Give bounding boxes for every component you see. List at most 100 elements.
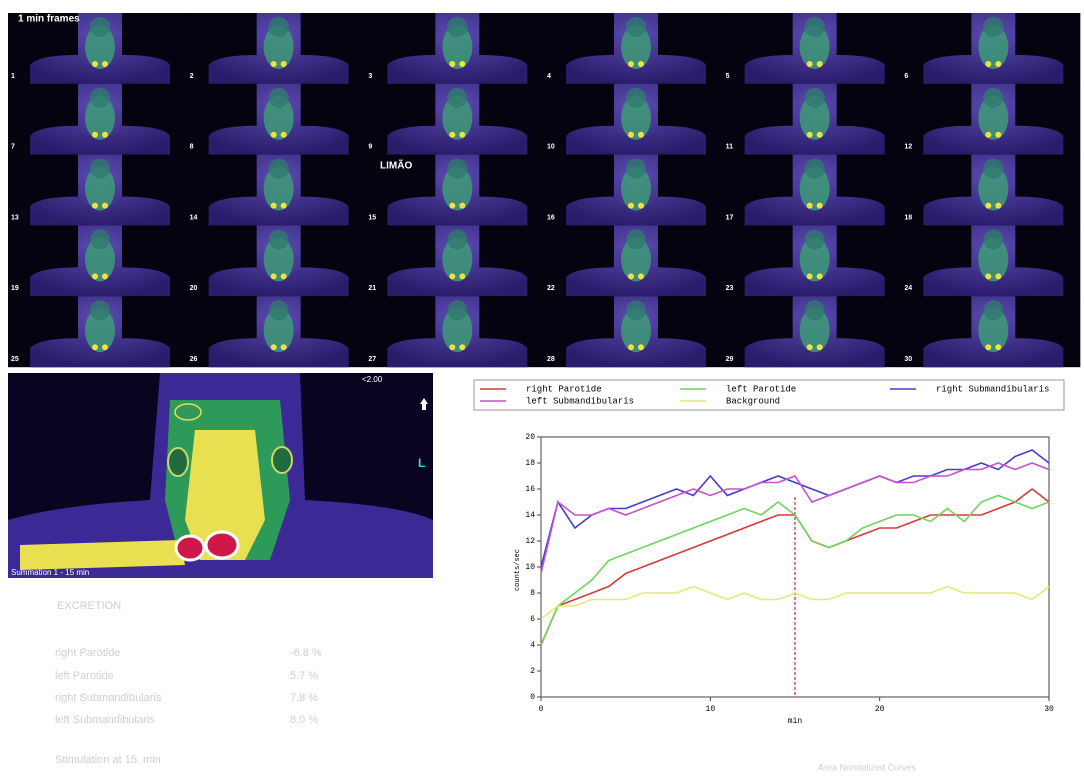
report: 1234567891011121314151617181920212223242… (0, 0, 1084, 776)
frame-image (723, 225, 902, 296)
y-tick-label: 10 (525, 563, 535, 572)
legend-label: right Parotide (526, 384, 602, 394)
legend-label: left Submandibularis (526, 396, 634, 406)
frame-number: 5 (726, 73, 730, 80)
row-value: 7.8 % (290, 692, 318, 704)
frame-image (544, 13, 723, 84)
excretion-title: EXCRETION (57, 600, 121, 612)
row-label: right Submandibularis (55, 692, 162, 704)
frame-image (365, 84, 544, 155)
frame-image (901, 225, 1080, 296)
frame-number: 28 (547, 356, 555, 363)
x-axis-label: min (788, 717, 803, 726)
frame-number: 1 (11, 73, 15, 80)
row-value: 5.7 % (290, 670, 318, 682)
frame-image (723, 296, 902, 367)
frame-image (901, 84, 1080, 155)
scale-label: <2.00 (362, 375, 383, 384)
y-tick-label: 12 (525, 537, 535, 546)
frame-image (8, 225, 187, 296)
y-tick-label: 14 (525, 511, 535, 520)
frame-number: 4 (547, 73, 551, 80)
y-tick-label: 4 (530, 641, 535, 650)
frame-image (544, 225, 723, 296)
x-tick-label: 20 (875, 705, 885, 714)
frame-image (8, 84, 187, 155)
x-tick-label: 0 (539, 705, 544, 714)
frame-number: 16 (547, 214, 555, 221)
frame-image (365, 13, 544, 84)
frame-number: 12 (904, 144, 912, 151)
frame-image (8, 155, 187, 226)
frame-number: 25 (11, 356, 19, 363)
frame-number: 3 (368, 73, 372, 80)
x-tick-label: 10 (706, 705, 716, 714)
frame-image (187, 155, 366, 226)
frame-number: 20 (190, 285, 198, 292)
frame-number: 24 (904, 285, 912, 292)
row-label: left Parotide (55, 670, 114, 682)
chart-title: Area Normalized Curves (818, 762, 917, 772)
row-label: left Submandibularis (55, 714, 155, 726)
y-tick-label: 8 (530, 589, 535, 598)
frame-number: 7 (11, 144, 15, 151)
y-axis-label: counts/sec (514, 549, 522, 591)
chart: 0 2 4 6 8 10 12 14 16 18 20 0 10 20 30 min counts/sec rig… (480, 384, 1054, 726)
frame-number: 27 (368, 356, 376, 363)
summation-caption: Summation 1 - 15 min (11, 568, 89, 577)
frame-number: 10 (547, 144, 555, 151)
frame-number: 6 (904, 73, 908, 80)
legend-label: right Submandibularis (936, 384, 1049, 394)
frame-number: 21 (368, 285, 376, 292)
frame-number: 30 (904, 356, 912, 363)
legend-label: Background (726, 396, 780, 406)
frame-number: 26 (190, 356, 198, 363)
frame-image (544, 296, 723, 367)
frame-number: 29 (726, 356, 734, 363)
frame-number: 17 (726, 214, 734, 221)
frame-image (365, 225, 544, 296)
y-tick-label: 20 (525, 433, 535, 442)
frame-image (187, 84, 366, 155)
frame-image (901, 296, 1080, 367)
frame-image (544, 155, 723, 226)
frame-number: 22 (547, 285, 555, 292)
row-value: 8.0 % (290, 714, 318, 726)
frame-number: 8 (190, 144, 194, 151)
side-label: L (418, 456, 425, 470)
frames-title: 1 min frames (18, 14, 80, 25)
y-tick-label: 0 (530, 693, 535, 702)
frame-number: 23 (726, 285, 734, 292)
frame-number: 19 (11, 285, 19, 292)
summation-image (8, 373, 433, 578)
y-tick-label: 2 (530, 667, 535, 676)
frame-number: 13 (11, 214, 19, 221)
y-tick-label: 6 (530, 615, 535, 624)
frame-image (723, 13, 902, 84)
x-tick-label: 30 (1044, 705, 1054, 714)
frame-number: 2 (190, 73, 194, 80)
frame-image (901, 13, 1080, 84)
frame-image (8, 296, 187, 367)
frame-number: 18 (904, 214, 912, 221)
legend-label: left Parotide (726, 384, 796, 394)
y-tick-label: 18 (525, 459, 535, 468)
frame-number: 14 (190, 214, 198, 221)
frame-image (723, 155, 902, 226)
frame-image (901, 155, 1080, 226)
frame-image (187, 13, 366, 84)
frame-number: 15 (368, 214, 376, 221)
row-label: right Parotide (55, 647, 120, 659)
excretion-footnote: Stimulation at 15. min (55, 754, 161, 766)
frame-number: 9 (368, 144, 372, 151)
frame-image (365, 296, 544, 367)
frame-image (187, 296, 366, 367)
frames-note: LIMÃO (380, 159, 412, 172)
frame-image (544, 84, 723, 155)
frame-image (187, 225, 366, 296)
excretion-table: EXCRETION right Parotide -6.8 % left Par… (55, 600, 322, 766)
frame-image (723, 84, 902, 155)
frame-number: 11 (726, 144, 734, 151)
y-tick-label: 16 (525, 485, 535, 494)
